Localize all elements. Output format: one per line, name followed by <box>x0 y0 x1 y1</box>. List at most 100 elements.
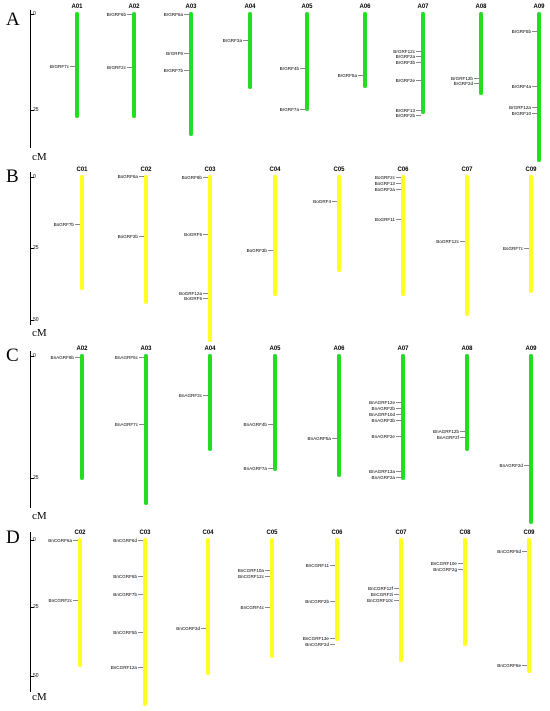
gene-marker-line <box>396 436 401 437</box>
gene-marker-line <box>394 594 399 595</box>
gene-marker-line <box>416 110 421 111</box>
gene-marker-line <box>184 53 189 54</box>
chromosome-name: A07 <box>397 346 409 352</box>
gene-label: BnCGRF5b <box>113 629 137 635</box>
gene-label: BrGRF6b <box>106 11 126 17</box>
chromosome-bar <box>401 175 405 296</box>
gene-marker-line <box>73 600 78 601</box>
gene-label: BnCGRF5d <box>497 548 521 554</box>
chromosome-name: A05 <box>269 346 281 352</box>
scale-axis <box>30 532 31 692</box>
gene-marker-line <box>268 468 273 469</box>
gene-marker-line <box>268 250 273 251</box>
gene-label: BnAGRF2b <box>371 405 396 411</box>
gene-marker-line <box>458 563 463 564</box>
gene-marker-line <box>332 201 337 202</box>
gene-marker-line <box>332 438 337 439</box>
chromosome-bar <box>80 175 84 290</box>
chromosome-name: A08 <box>461 346 473 352</box>
scale-tick-label: 50 <box>33 673 39 679</box>
chromosome-bar <box>335 538 339 641</box>
gene-marker-line <box>184 70 189 71</box>
gene-label: BoGRF2a <box>374 186 395 192</box>
gene-marker-line <box>396 414 401 415</box>
chromosome-name: C02 <box>140 167 152 173</box>
gene-label: BnCGRF12f <box>367 585 393 591</box>
gene-label: BnCGRF2d <box>305 641 329 647</box>
gene-marker-line <box>265 607 270 608</box>
chromosome-bar <box>305 12 309 111</box>
gene-label: BnCGRF11 <box>305 562 329 568</box>
chromosome-name: A03 <box>185 4 197 10</box>
chromosome-name: C05 <box>333 167 345 173</box>
chromosome-bar <box>144 175 148 304</box>
gene-marker-line <box>139 176 144 177</box>
scale-tick-label: 0 <box>33 353 36 359</box>
gene-marker-line <box>127 14 132 15</box>
chromosome-bar <box>337 354 341 477</box>
gene-label: BnCGRF2b <box>305 598 329 604</box>
panel-label: C <box>6 345 19 366</box>
chromosome-bar <box>401 354 405 480</box>
gene-label: BoGRF12c <box>436 238 459 244</box>
chromosome-bar <box>465 354 469 451</box>
chromosome-name: C06 <box>397 167 409 173</box>
gene-label: BrGRF3b <box>395 59 415 65</box>
gene-label: BrGRF12b <box>451 75 473 81</box>
gene-label: BnAGRF4b <box>243 421 268 427</box>
gene-label: BrGRF4a <box>511 83 531 89</box>
chromosome-bar <box>399 538 403 662</box>
gene-marker-line <box>396 219 401 220</box>
gene-marker-line <box>474 78 479 79</box>
gene-label: BoGRF13 <box>374 180 395 186</box>
chromosome-bar <box>337 175 341 272</box>
chromosome-name: C04 <box>202 530 214 536</box>
chromosome-name: A01 <box>71 4 83 10</box>
gene-label: BnCGRF10e <box>430 560 457 566</box>
gene-label: BoGRF12a <box>179 290 202 296</box>
gene-label: BoGRF11 <box>374 216 395 222</box>
gene-label: BrGRF9 <box>166 50 183 56</box>
gene-marker-line <box>396 402 401 403</box>
chromosome-bar <box>80 354 84 480</box>
gene-marker-line <box>330 644 335 645</box>
chromosome-bar <box>273 175 277 296</box>
chromosome-name: A03 <box>140 346 152 352</box>
gene-marker-line <box>416 51 421 52</box>
chromosome-name: A04 <box>204 346 216 352</box>
chromosome-name: A04 <box>244 4 256 10</box>
gene-marker-line <box>203 395 208 396</box>
gene-label: BnCGRF6a <box>48 537 72 543</box>
gene-marker-line <box>70 66 75 67</box>
gene-marker-line <box>138 576 143 577</box>
gene-label: BoGRF7c <box>502 245 523 251</box>
gene-marker-line <box>265 576 270 577</box>
gene-marker-line <box>139 236 144 237</box>
chromosome-name: C05 <box>266 530 278 536</box>
gene-marker-line <box>138 667 143 668</box>
gene-label: BnAGRF12b <box>432 428 459 434</box>
gene-marker-line <box>396 189 401 190</box>
gene-label: BrGRF2e <box>395 77 415 83</box>
chromosome-name: C03 <box>204 167 216 173</box>
chromosome-name: A06 <box>333 346 345 352</box>
gene-marker-line <box>458 569 463 570</box>
chromosome-bar <box>527 538 531 673</box>
chromosome-name: C06 <box>331 530 343 536</box>
scale-tick <box>30 540 34 541</box>
chromosome-name: A05 <box>301 4 313 10</box>
gene-marker-line <box>358 75 363 76</box>
gene-marker-line <box>532 107 537 108</box>
gene-label: BoGRF6b <box>181 174 202 180</box>
scale-tick <box>30 177 34 178</box>
scale-tick <box>30 320 34 321</box>
gene-label: BnCGRF6d <box>113 537 137 543</box>
gene-marker-line <box>184 14 189 15</box>
scale-tick <box>30 356 34 357</box>
gene-label: BnCGRF6b <box>113 573 137 579</box>
gene-label: BnCGRF10a <box>237 567 264 573</box>
gene-label: BnAGRF12e <box>368 399 395 405</box>
gene-label: BoGRF3b <box>246 247 267 253</box>
gene-label: BoGRF6a <box>117 173 138 179</box>
scale-tick-label: 0 <box>33 537 36 543</box>
